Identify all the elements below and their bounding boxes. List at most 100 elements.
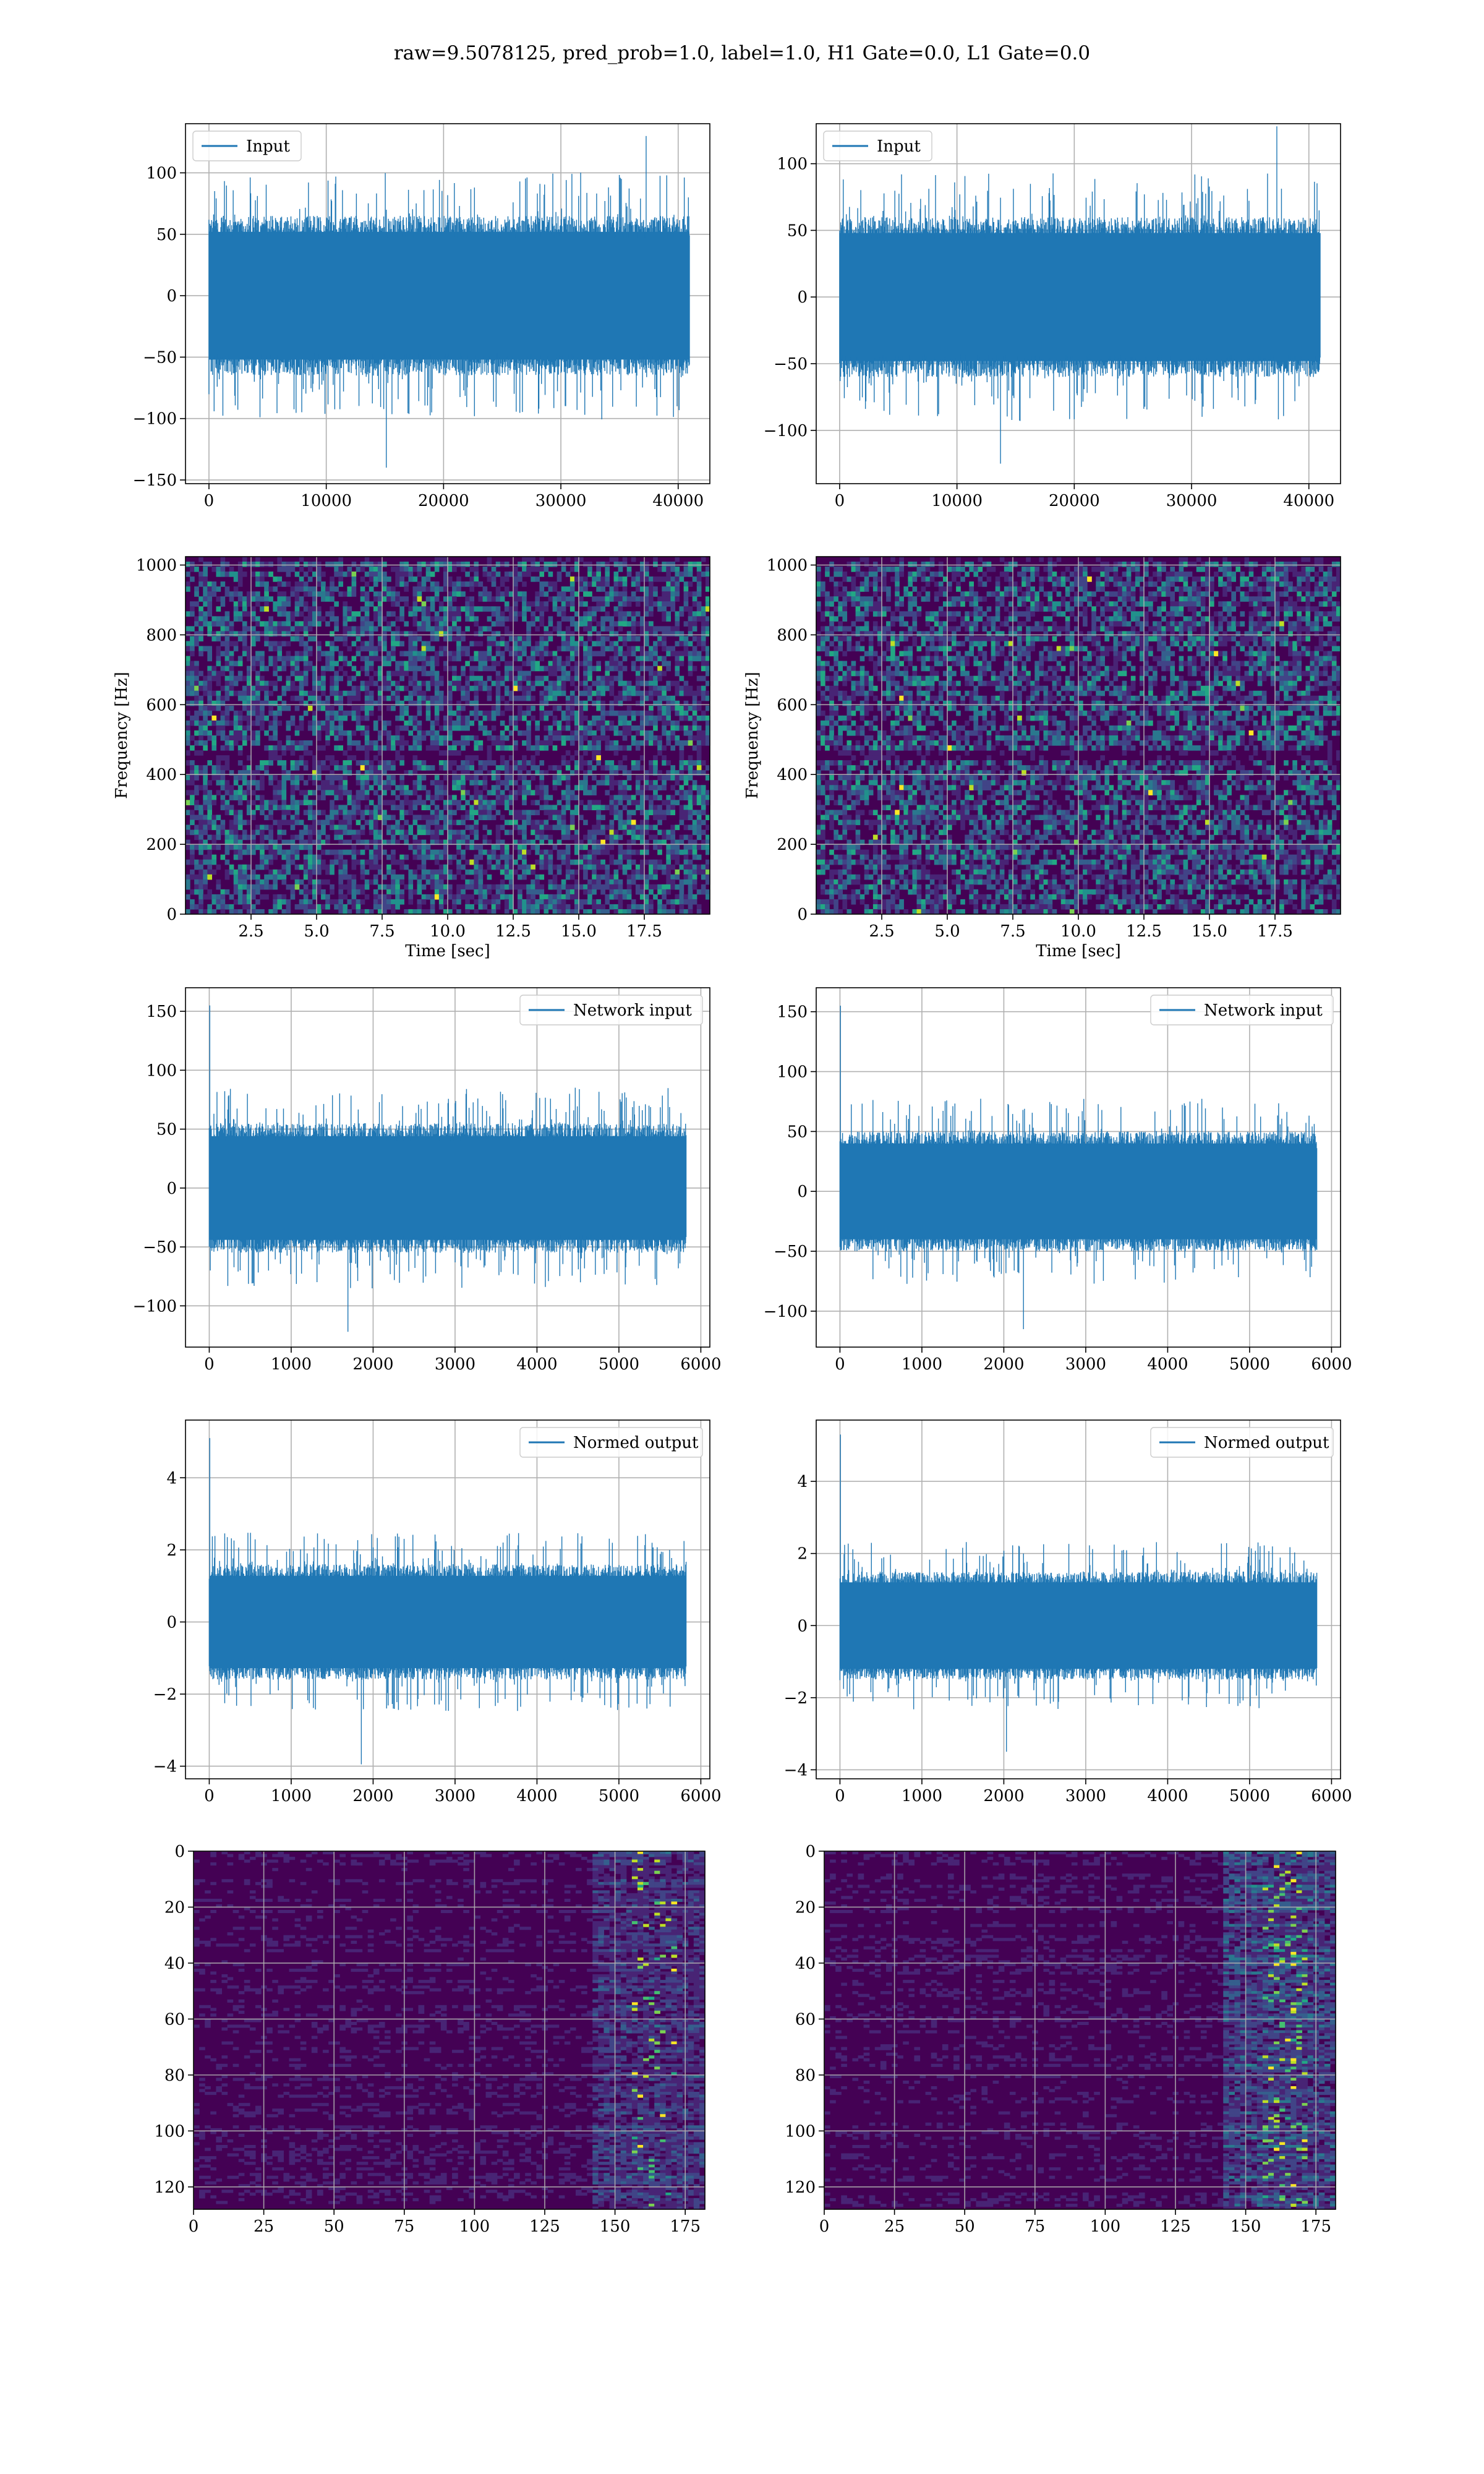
heatmap-cell [395, 636, 400, 641]
heatmap-cell [566, 865, 571, 870]
heatmap-cell [644, 830, 649, 836]
heatmap-cell [474, 865, 479, 870]
heatmap-cell [623, 651, 628, 657]
heatmap-cell [657, 676, 662, 682]
heatmap-cell [395, 735, 400, 741]
heatmap-cell [684, 765, 689, 771]
heatmap-cell [299, 696, 304, 701]
heatmap-cell [675, 845, 680, 850]
heatmap-cell [352, 810, 357, 815]
heatmap-cell [234, 641, 239, 646]
heatmap-cell [264, 666, 269, 672]
heatmap-cell [518, 765, 522, 771]
heatmap-cell [412, 701, 417, 706]
heatmap-cell [281, 701, 286, 706]
heatmap-cell [426, 571, 431, 577]
heatmap-cell [688, 870, 693, 875]
heatmap-cell [474, 567, 479, 572]
heatmap-cell [526, 810, 531, 815]
heatmap-cell [631, 870, 636, 875]
heatmap-cell [653, 557, 658, 562]
heatmap-cell [334, 681, 339, 687]
heatmap-cell [596, 780, 601, 785]
heatmap-cell [688, 815, 693, 820]
heatmap-cell [666, 850, 671, 855]
heatmap-cell [653, 691, 658, 696]
heatmap-cell [452, 596, 457, 602]
heatmap-cell [623, 716, 628, 721]
heatmap-cell [382, 576, 387, 582]
heatmap-cell [539, 805, 544, 810]
heatmap-cell [474, 656, 479, 662]
heatmap-cell [277, 820, 282, 825]
heatmap-cell [229, 671, 234, 677]
heatmap-cell [194, 636, 199, 641]
heatmap-cell [386, 626, 391, 631]
heatmap-cell [260, 795, 265, 800]
heatmap-cell [268, 855, 273, 860]
heatmap-cell [618, 616, 623, 622]
heatmap-cell [526, 606, 531, 612]
heatmap-cell [513, 586, 518, 592]
heatmap-cell [186, 701, 190, 706]
heatmap-cell [412, 735, 417, 741]
heatmap-cell [623, 562, 628, 567]
heatmap-cell [592, 750, 597, 756]
heatmap-cell [478, 780, 483, 785]
heatmap-cell [273, 586, 278, 592]
heatmap-cell [487, 591, 492, 597]
heatmap-cell [234, 616, 239, 622]
heatmap-cell [299, 626, 304, 631]
heatmap-cell [666, 740, 671, 746]
heatmap-cell [657, 686, 662, 691]
heatmap-cell [657, 805, 662, 810]
heatmap-cell [238, 671, 243, 677]
heatmap-cell [234, 870, 239, 875]
heatmap-cell [334, 745, 339, 751]
heatmap-cell [605, 681, 610, 687]
heatmap-cell [365, 641, 370, 646]
heatmap-cell [304, 631, 309, 636]
heatmap-cell [251, 870, 256, 875]
heatmap-cell [360, 626, 365, 631]
heatmap-cell [330, 656, 335, 662]
heatmap-cell [587, 760, 592, 766]
heatmap-cell [251, 636, 256, 641]
heatmap-cell [234, 880, 239, 885]
heatmap-cell [600, 716, 605, 721]
heatmap-cell [439, 875, 444, 880]
heatmap-cell [539, 716, 544, 721]
heatmap-cell [203, 621, 208, 627]
heatmap-cell [255, 865, 260, 870]
heatmap-cell [631, 820, 636, 825]
heatmap-cell [211, 616, 216, 622]
heatmap-cell [356, 706, 361, 711]
heatmap-cell [531, 646, 535, 652]
heatmap-cell [242, 606, 247, 612]
heatmap-cell [500, 760, 505, 766]
heatmap-cell [417, 740, 422, 746]
heatmap-cell [242, 601, 247, 607]
heatmap-cell [561, 641, 566, 646]
heatmap-cell [291, 815, 296, 820]
heatmap-cell [452, 562, 457, 567]
heatmap-cell [365, 596, 370, 602]
heatmap-cell [688, 562, 693, 567]
heatmap-cell [408, 810, 413, 815]
heatmap-cell [422, 830, 427, 836]
heatmap-cell [404, 696, 409, 701]
heatmap-cell [277, 591, 282, 597]
heatmap-cell [522, 850, 527, 855]
heatmap-cell [408, 800, 413, 805]
heatmap-cell [553, 661, 558, 667]
heatmap-cell [207, 845, 212, 850]
heatmap-cell [570, 691, 575, 696]
heatmap-cell [697, 641, 702, 646]
heatmap-cell [286, 631, 291, 636]
heatmap-cell [653, 726, 658, 731]
heatmap-cell [522, 641, 527, 646]
heatmap-cell [386, 661, 391, 667]
heatmap-cell [636, 760, 641, 766]
heatmap-cell [614, 621, 619, 627]
heatmap-cell [627, 711, 632, 716]
